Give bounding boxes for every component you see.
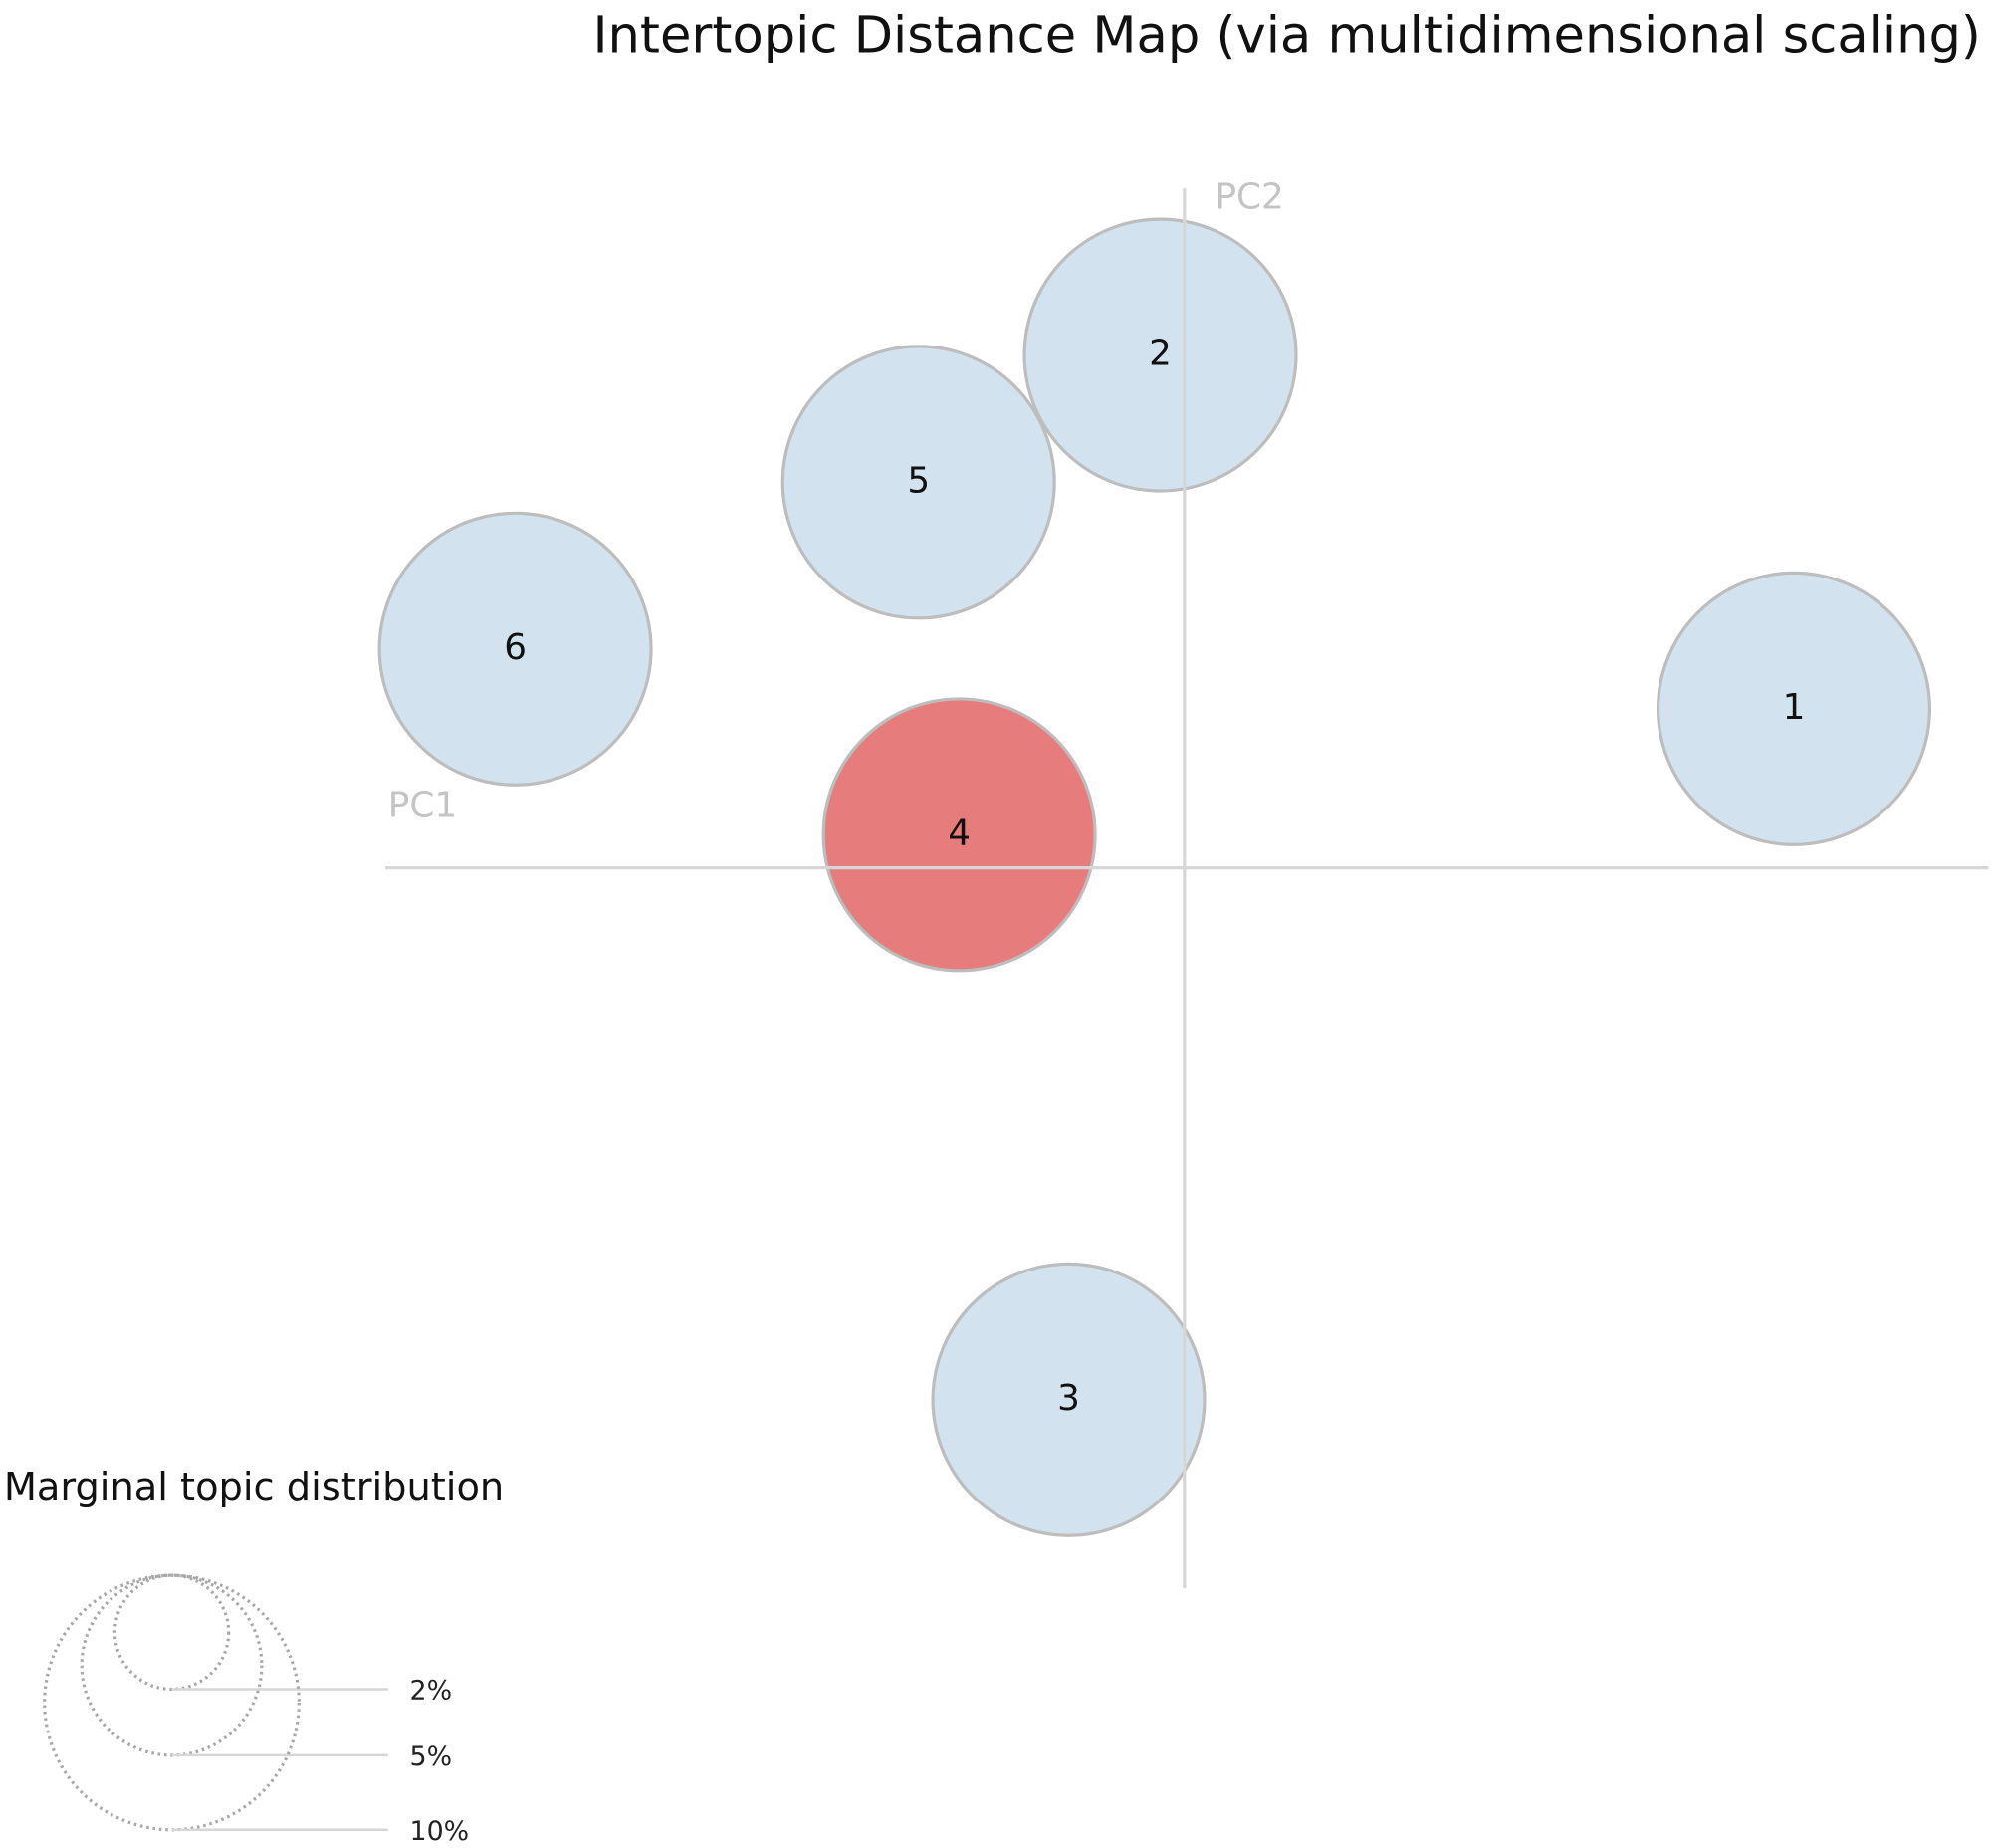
chart-body: Intertopic Distance Map (via multidimens… xyxy=(4,6,1989,1847)
y-axis-label: PC2 xyxy=(1215,176,1283,217)
topic-label: 2 xyxy=(1149,334,1172,374)
topic-label: 4 xyxy=(948,812,971,853)
topic-bubble[interactable] xyxy=(1656,571,1932,846)
topic-bubble[interactable] xyxy=(821,697,1097,973)
legend-circle xyxy=(112,1573,231,1692)
topic-bubble[interactable] xyxy=(931,1262,1207,1537)
topic-label: 3 xyxy=(1057,1378,1080,1419)
topic-bubble[interactable] xyxy=(377,511,653,787)
x-axis-label: PC1 xyxy=(388,785,457,825)
chart-title: Intertopic Distance Map (via multidimens… xyxy=(592,6,1980,65)
topic-label: 6 xyxy=(504,627,527,668)
legend-title: Marginal topic distribution xyxy=(4,1465,504,1509)
topic-label: 5 xyxy=(907,460,930,501)
topic-bubble[interactable] xyxy=(780,345,1056,620)
legend-circle xyxy=(43,1573,301,1832)
legend-label: 10% xyxy=(410,1816,470,1847)
topic-bubble[interactable] xyxy=(1022,217,1298,493)
topic-label: 1 xyxy=(1783,687,1806,728)
legend-label: 5% xyxy=(410,1741,453,1772)
legend-label: 2% xyxy=(410,1676,453,1707)
legend-circle xyxy=(80,1573,264,1757)
